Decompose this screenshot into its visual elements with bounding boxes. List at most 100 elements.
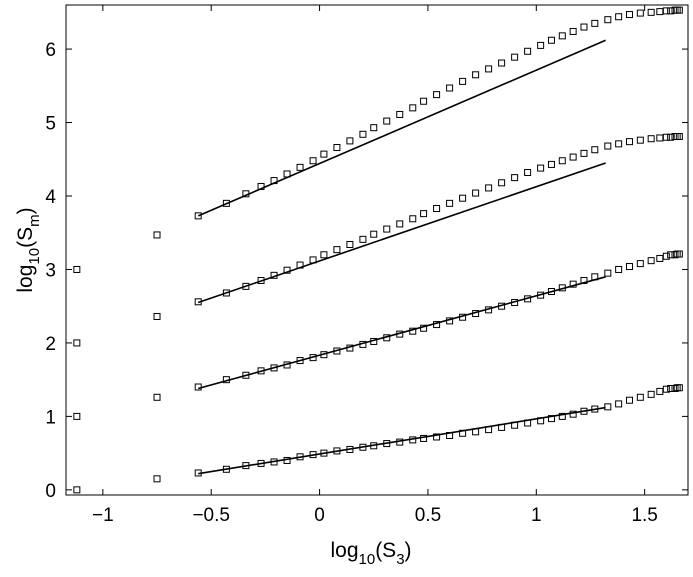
data-point — [580, 23, 588, 31]
data-point — [333, 246, 341, 254]
data-point — [333, 347, 341, 355]
data-point — [636, 393, 644, 401]
x-tick-label: 0 — [314, 505, 325, 526]
y-axis-label: log10(Sm) — [14, 207, 43, 292]
data-point — [615, 140, 623, 148]
data-point — [511, 299, 519, 307]
data-point — [383, 117, 391, 125]
data-point — [511, 53, 519, 61]
y-tick-label: 3 — [45, 260, 56, 281]
data-point — [625, 138, 633, 146]
data-point — [153, 475, 161, 483]
data-point — [194, 212, 202, 220]
data-point — [625, 396, 633, 404]
data-point — [558, 32, 566, 40]
data-point — [346, 240, 354, 248]
data-point — [511, 421, 519, 429]
data-point — [446, 431, 454, 439]
data-point — [671, 251, 679, 259]
data-point — [320, 251, 328, 259]
data-point — [547, 288, 555, 296]
data-point — [636, 136, 644, 144]
data-point — [485, 65, 493, 73]
data-point — [675, 132, 683, 140]
data-point — [459, 194, 467, 202]
data-point — [615, 13, 623, 21]
data-point — [409, 436, 417, 444]
data-point — [346, 445, 354, 453]
data-point — [625, 11, 633, 19]
data-point — [671, 384, 679, 392]
data-point — [409, 215, 417, 223]
data-point — [383, 334, 391, 342]
data-point — [370, 124, 378, 132]
data-point — [446, 84, 454, 92]
data-point — [296, 357, 304, 365]
data-point — [73, 265, 81, 273]
data-point — [409, 104, 417, 112]
data-point — [673, 6, 681, 14]
data-point — [472, 310, 480, 318]
data-point — [153, 231, 161, 239]
x-tick-label: 1.5 — [631, 505, 657, 526]
data-point — [396, 110, 404, 118]
data-point — [459, 429, 467, 437]
data-point — [409, 327, 417, 335]
data-point — [547, 415, 555, 423]
data-point — [346, 137, 354, 145]
x-tick-label: −1 — [92, 505, 114, 526]
data-point — [580, 276, 588, 284]
data-point — [498, 59, 506, 67]
data-point — [420, 324, 428, 332]
data-point — [511, 174, 519, 182]
data-point — [580, 149, 588, 157]
data-point — [257, 367, 265, 375]
data-point — [420, 434, 428, 442]
data-point — [667, 7, 675, 15]
data-point — [194, 469, 202, 477]
data-point — [675, 250, 683, 258]
data-point — [257, 276, 265, 284]
y-tick-label: 1 — [45, 407, 56, 428]
data-point — [370, 442, 378, 450]
data-point — [591, 19, 599, 27]
data-point — [433, 321, 441, 329]
data-point — [569, 27, 577, 35]
data-point — [153, 312, 161, 320]
data-point — [420, 97, 428, 105]
data-point — [309, 451, 317, 459]
data-point — [359, 235, 367, 243]
data-point — [569, 280, 577, 288]
data-point — [346, 344, 354, 352]
data-point — [547, 36, 555, 44]
data-point — [591, 273, 599, 281]
data-point — [625, 263, 633, 271]
data-point — [433, 433, 441, 441]
data-point — [558, 157, 566, 165]
data-point — [296, 163, 304, 171]
data-point — [472, 71, 480, 79]
data-point — [283, 266, 291, 274]
data-point — [320, 150, 328, 158]
data-point — [662, 133, 670, 141]
data-point — [333, 144, 341, 152]
data-point — [270, 458, 278, 466]
data-point — [446, 317, 454, 325]
data-point — [472, 428, 480, 436]
data-point — [73, 412, 81, 420]
data-point — [604, 403, 612, 411]
data-point — [242, 190, 250, 198]
axis-ticks — [66, 5, 688, 495]
data-point — [485, 306, 493, 314]
y-tick-label: 0 — [45, 481, 56, 502]
data-point — [524, 168, 532, 176]
fit-line — [198, 406, 606, 475]
data-point — [667, 251, 675, 259]
data-point — [524, 295, 532, 303]
data-point — [656, 134, 664, 142]
data-point — [222, 199, 230, 207]
data-point — [370, 337, 378, 345]
fit-lines — [197, 39, 606, 475]
data-point — [524, 47, 532, 55]
